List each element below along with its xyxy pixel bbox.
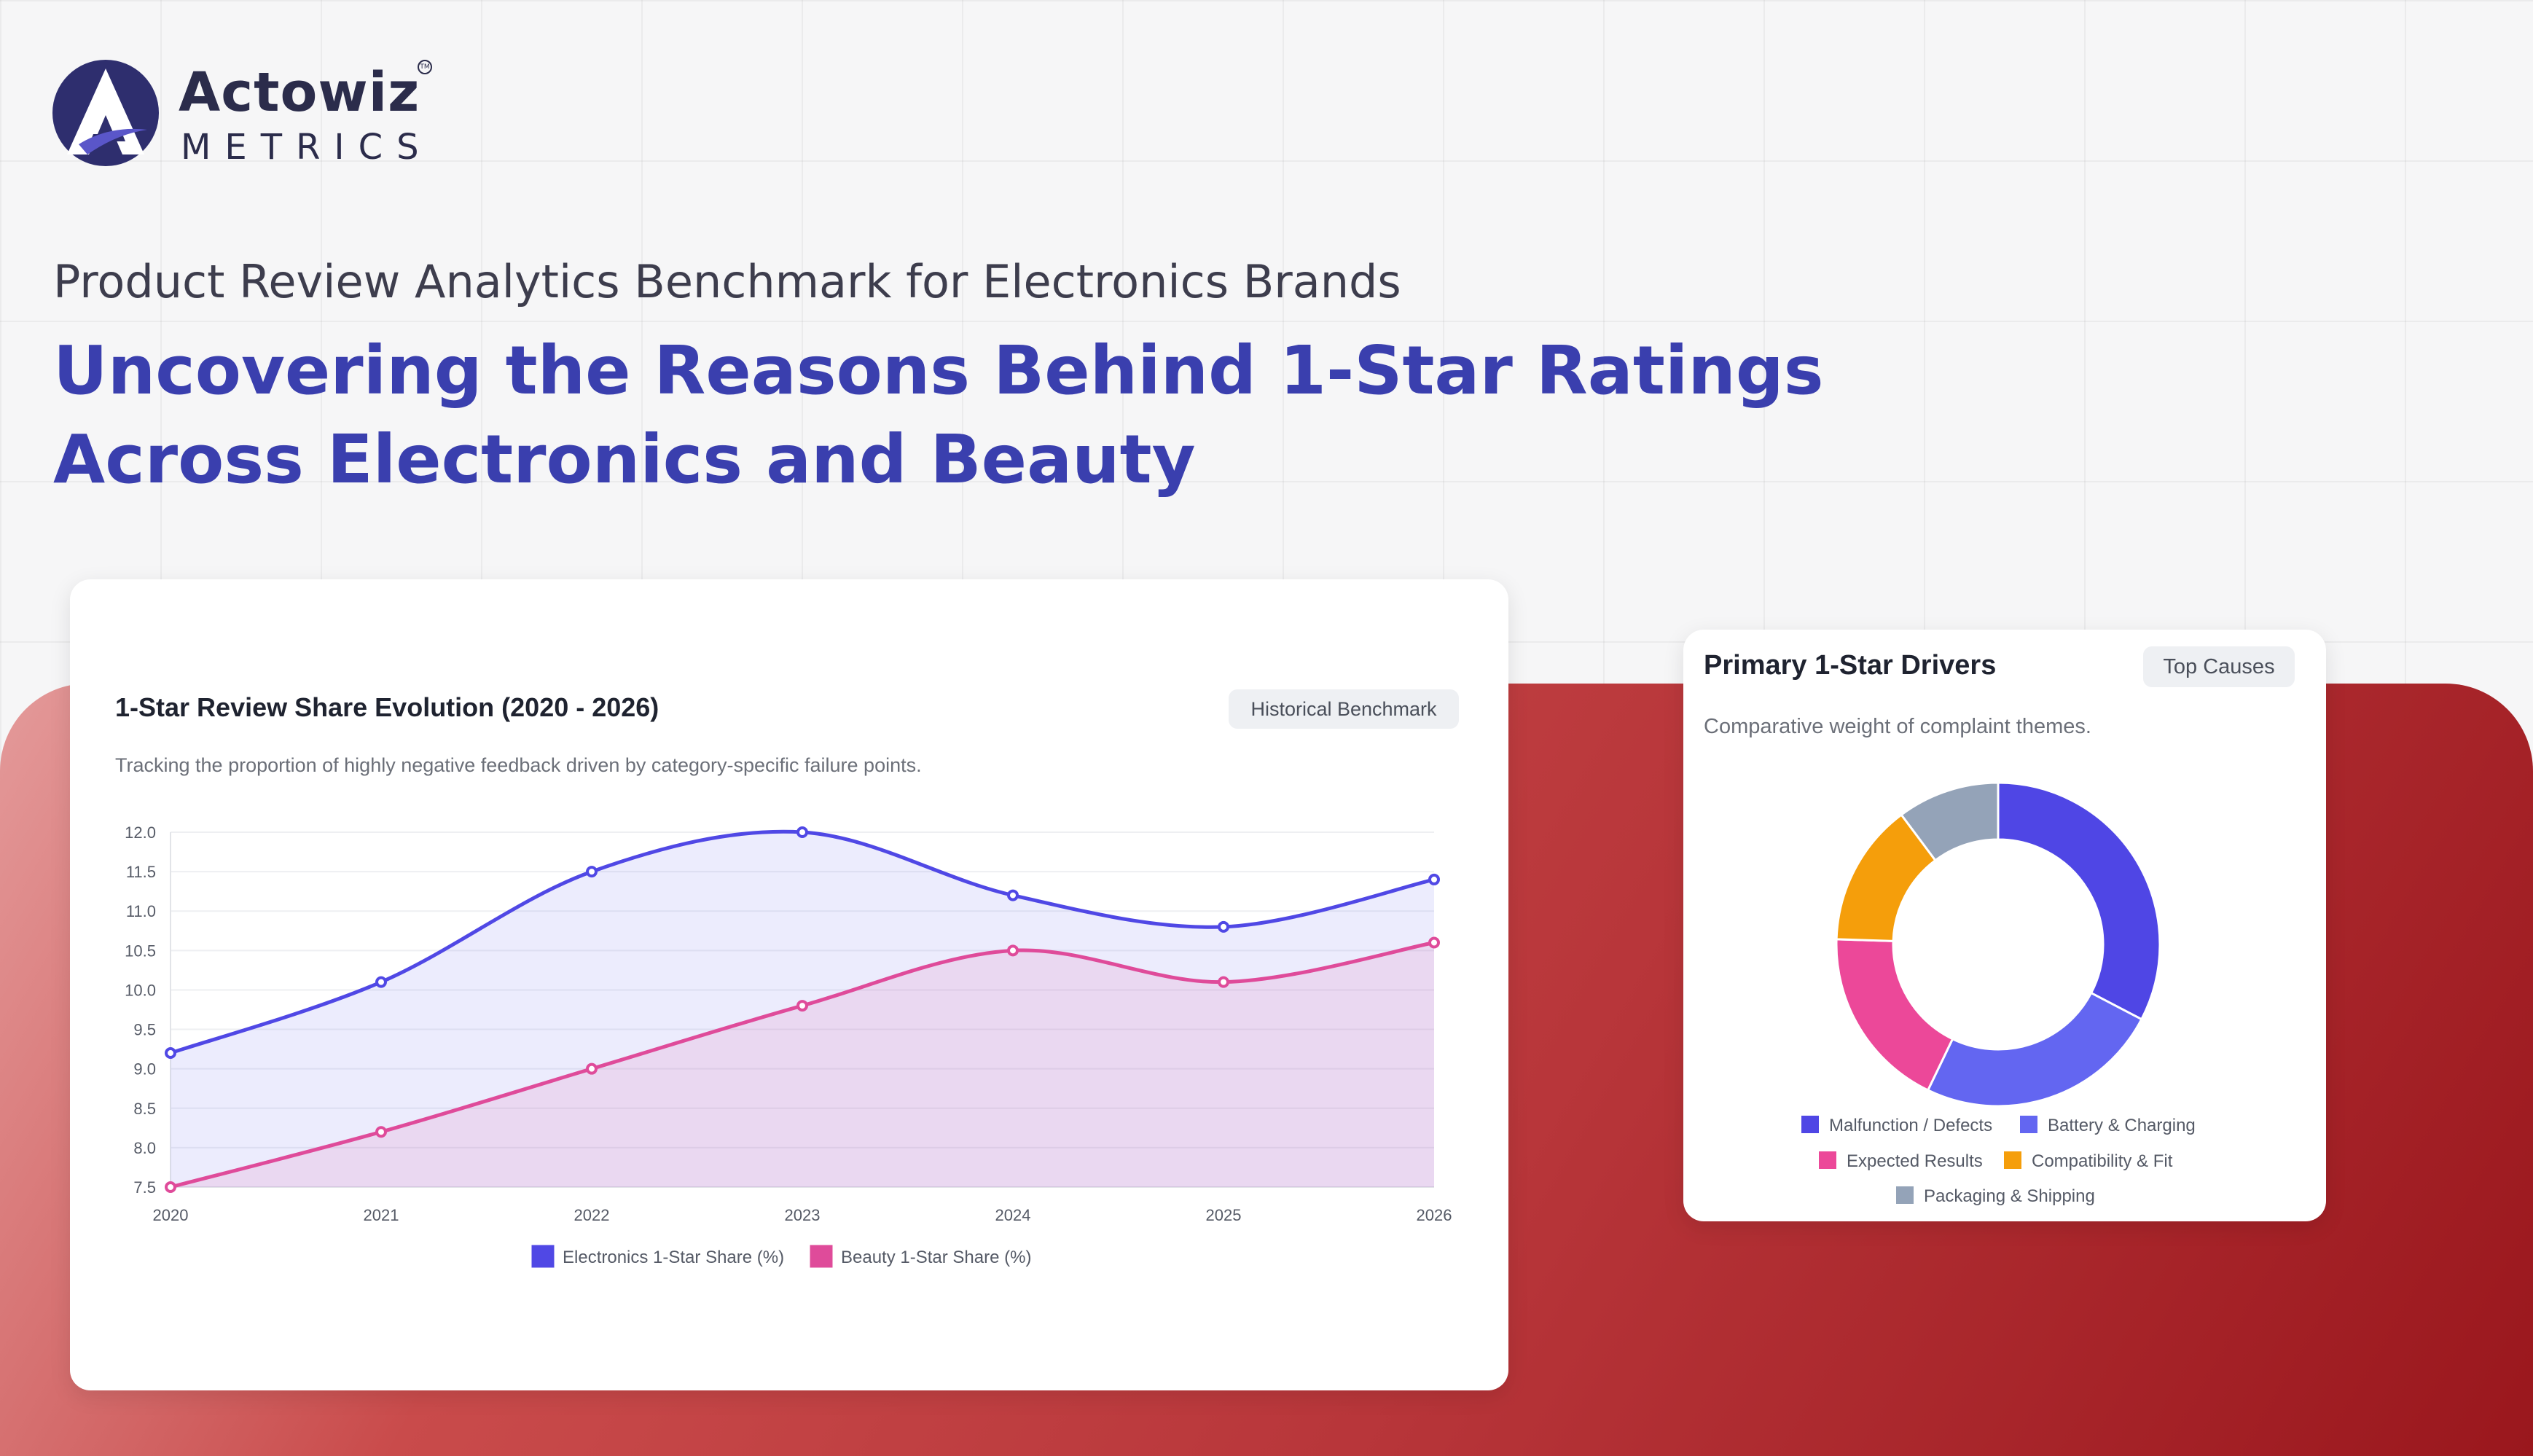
legend-label: Compatibility & Fit xyxy=(2032,1151,2173,1171)
y-tick-label: 10.0 xyxy=(125,981,156,999)
historical-benchmark-badge: Historical Benchmark xyxy=(1229,689,1459,729)
page-kicker: Product Review Analytics Benchmark for E… xyxy=(53,255,1401,308)
y-tick-label: 11.5 xyxy=(126,863,156,881)
legend-label: Expected Results xyxy=(1847,1151,1983,1171)
legend-label: Beauty 1-Star Share (%) xyxy=(841,1248,1031,1267)
series-area-2 xyxy=(171,942,1434,1187)
x-tick-label: 2026 xyxy=(1417,1206,1452,1224)
donut-slice xyxy=(1997,781,2161,1021)
legend-label: Packaging & Shipping xyxy=(1924,1186,2095,1206)
legend-label: Malfunction / Defects xyxy=(1829,1116,1992,1135)
data-point xyxy=(586,866,598,878)
legend-swatch xyxy=(810,1245,833,1268)
data-point xyxy=(165,1047,176,1060)
donut-slice xyxy=(1900,781,2000,862)
brand-logo: Actowiz TM METRICS xyxy=(51,58,459,175)
headline-line-2: Across Electronics and Beauty xyxy=(53,420,1196,498)
page-headline: Uncovering the Reasons Behind 1-Star Rat… xyxy=(53,326,1824,504)
x-tick-label: 2020 xyxy=(153,1206,189,1224)
trademark-mark: TM xyxy=(418,60,432,74)
legend-swatch xyxy=(531,1245,555,1268)
line-chart-subtitle: Tracking the proportion of highly negati… xyxy=(115,754,922,776)
data-point xyxy=(1218,920,1229,933)
data-point xyxy=(375,1126,387,1138)
legend-swatch xyxy=(1896,1186,1914,1204)
data-point xyxy=(796,1000,808,1012)
line-chart-title: 1-Star Review Share Evolution (2020 - 20… xyxy=(115,692,659,722)
donut-chart-card: Primary 1-Star Drivers Top Causes Compar… xyxy=(1683,630,2326,1221)
x-tick-label: 2021 xyxy=(364,1206,399,1224)
y-tick-label: 9.5 xyxy=(133,1021,156,1039)
legend-swatch xyxy=(1819,1151,1836,1169)
data-point xyxy=(1428,873,1440,885)
headline-line-1: Uncovering the Reasons Behind 1-Star Rat… xyxy=(53,332,1824,410)
y-tick-label: 11.0 xyxy=(126,902,156,920)
x-tick-label: 2024 xyxy=(995,1206,1031,1224)
legend-swatch xyxy=(2004,1151,2021,1169)
y-tick-label: 12.0 xyxy=(125,823,156,842)
donut-slice xyxy=(1926,991,2143,1108)
donut-chart-title: Primary 1-Star Drivers xyxy=(1704,650,1997,681)
data-point xyxy=(165,1181,176,1193)
donut-chart-subtitle: Comparative weight of complaint themes. xyxy=(1704,715,2091,738)
x-tick-label: 2023 xyxy=(785,1206,821,1224)
data-point xyxy=(586,1062,598,1075)
data-point xyxy=(796,826,808,838)
donut-chart: Malfunction / Defects Battery & Charging E… xyxy=(1801,781,2196,1206)
line-chart: 12.0 11.5 11.0 10.5 10.0 9.5 9.0 8.5 8.0 7.5 2020 2… xyxy=(125,823,1452,1268)
brand-name: Actowiz xyxy=(179,61,420,124)
y-tick-label: 9.0 xyxy=(133,1060,156,1079)
y-tick-label: 8.5 xyxy=(133,1100,156,1118)
data-point xyxy=(375,976,387,988)
legend-swatch xyxy=(1801,1116,1819,1133)
donut-slice xyxy=(1835,938,1954,1092)
line-chart-card: 1-Star Review Share Evolution (2020 - 20… xyxy=(70,579,1508,1390)
y-tick-label: 7.5 xyxy=(133,1178,156,1197)
data-point xyxy=(1007,889,1019,901)
data-point xyxy=(1428,936,1440,949)
data-point xyxy=(1007,944,1019,957)
legend-swatch xyxy=(2020,1116,2037,1133)
data-point xyxy=(1218,976,1229,988)
y-tick-label: 8.0 xyxy=(133,1139,156,1157)
actowiz-logo-icon xyxy=(52,60,159,166)
x-tick-label: 2025 xyxy=(1206,1206,1242,1224)
y-tick-label: 10.5 xyxy=(125,942,156,960)
legend-label: Battery & Charging xyxy=(2048,1116,2196,1135)
brand-subtitle: METRICS xyxy=(181,127,433,168)
legend-label: Electronics 1-Star Share (%) xyxy=(563,1248,784,1267)
top-causes-badge: Top Causes xyxy=(2143,646,2295,687)
x-tick-label: 2022 xyxy=(574,1206,610,1224)
